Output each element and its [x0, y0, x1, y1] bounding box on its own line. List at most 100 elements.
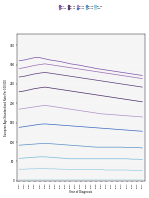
- 75-79: [131, 84, 133, 87]
- 80-84: [65, 66, 66, 68]
- Line: 60-64: 60-64: [19, 124, 142, 131]
- 75-79: [116, 82, 118, 84]
- 80-84: [23, 67, 25, 69]
- 65-69: [75, 109, 76, 111]
- 55-59: [65, 144, 66, 146]
- <45: [59, 177, 61, 180]
- 45-49: [65, 168, 66, 170]
- 85+: [29, 58, 30, 60]
- 80-84: [141, 77, 143, 80]
- <45: [141, 177, 143, 180]
- 55-59: [105, 146, 107, 148]
- <45: [34, 177, 35, 180]
- Line: 45-49: 45-49: [19, 168, 142, 170]
- 60-64: [121, 129, 123, 131]
- 70-74: [39, 87, 41, 89]
- 85+: [100, 68, 102, 70]
- 80-84: [44, 63, 46, 65]
- 75-79: [100, 80, 102, 82]
- 70-74: [95, 94, 97, 96]
- 50-54: [131, 158, 133, 160]
- 45-49: [116, 169, 118, 171]
- 70-74: [59, 88, 61, 91]
- <45: [80, 177, 82, 180]
- <45: [49, 177, 51, 180]
- <45: [131, 177, 133, 180]
- 50-54: [80, 158, 82, 160]
- 80-84: [131, 76, 133, 78]
- 80-84: [75, 67, 76, 70]
- 60-64: [29, 125, 30, 127]
- 70-74: [100, 94, 102, 97]
- 85+: [44, 58, 46, 60]
- 70-74: [105, 95, 107, 98]
- 85+: [39, 56, 41, 59]
- 70-74: [29, 89, 30, 91]
- Line: 75-79: 75-79: [19, 72, 142, 87]
- 55-59: [39, 143, 41, 145]
- 50-54: [39, 156, 41, 158]
- 50-54: [111, 158, 112, 160]
- 45-49: [23, 168, 25, 170]
- <45: [65, 177, 66, 180]
- <45: [23, 177, 25, 180]
- 55-59: [116, 146, 118, 148]
- <45: [90, 177, 92, 180]
- <45: [121, 177, 123, 180]
- 85+: [59, 60, 61, 63]
- <45: [85, 177, 87, 180]
- 80-84: [70, 67, 71, 69]
- 50-54: [116, 158, 118, 160]
- 55-59: [75, 144, 76, 147]
- 55-59: [70, 144, 71, 146]
- 50-54: [121, 158, 123, 160]
- 80-84: [116, 73, 118, 76]
- 65-69: [116, 114, 118, 116]
- Y-axis label: European Age-Standardised Rate Per 100,000: European Age-Standardised Rate Per 100,0…: [4, 79, 8, 136]
- 45-49: [126, 169, 128, 171]
- 70-74: [44, 86, 46, 88]
- 45-49: [34, 168, 35, 170]
- 85+: [70, 63, 71, 65]
- 50-54: [54, 156, 56, 159]
- 75-79: [85, 77, 87, 80]
- 65-69: [59, 107, 61, 109]
- 75-79: [59, 73, 61, 76]
- 45-49: [59, 168, 61, 170]
- 75-79: [65, 74, 66, 77]
- 75-79: [136, 85, 138, 88]
- 85+: [34, 56, 35, 59]
- 50-54: [95, 158, 97, 160]
- 60-64: [59, 124, 61, 126]
- 55-59: [131, 146, 133, 149]
- 70-74: [80, 91, 82, 94]
- 85+: [54, 60, 56, 62]
- 60-64: [141, 130, 143, 132]
- X-axis label: Year of Diagnosis: Year of Diagnosis: [69, 190, 92, 194]
- 55-59: [90, 146, 92, 148]
- <45: [126, 177, 128, 180]
- 85+: [141, 74, 143, 77]
- 75-79: [75, 76, 76, 78]
- 50-54: [85, 158, 87, 160]
- 55-59: [121, 146, 123, 148]
- 65-69: [18, 108, 20, 110]
- Line: 85+: 85+: [19, 58, 142, 75]
- 50-54: [75, 158, 76, 160]
- Line: 70-74: 70-74: [19, 87, 142, 102]
- <45: [100, 177, 102, 180]
- 55-59: [100, 146, 102, 148]
- 70-74: [141, 101, 143, 103]
- 45-49: [95, 168, 97, 171]
- 80-84: [105, 72, 107, 74]
- 50-54: [23, 157, 25, 159]
- 70-74: [116, 97, 118, 99]
- <45: [116, 177, 118, 180]
- 75-79: [105, 80, 107, 83]
- <45: [111, 177, 112, 180]
- 60-64: [39, 123, 41, 126]
- 50-54: [126, 158, 128, 160]
- 85+: [75, 63, 76, 66]
- 75-79: [44, 71, 46, 73]
- 85+: [105, 69, 107, 71]
